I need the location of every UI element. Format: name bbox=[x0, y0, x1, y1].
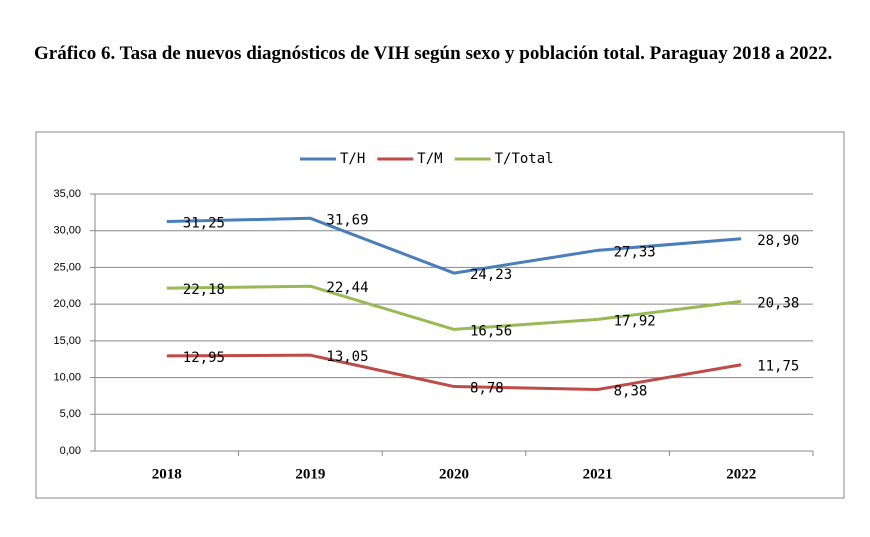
data-label: 22,18 bbox=[183, 282, 225, 298]
data-label: 16,56 bbox=[470, 323, 512, 339]
series-line bbox=[166, 353, 742, 391]
x-tick-label: 2018 bbox=[152, 466, 182, 482]
data-label: 24,23 bbox=[470, 267, 512, 283]
y-tick-label: 30,00 bbox=[53, 225, 81, 237]
y-tick-label: 35,00 bbox=[53, 188, 81, 200]
y-tick-label: 20,00 bbox=[53, 298, 81, 310]
data-label: 20,38 bbox=[757, 295, 799, 311]
y-tick-label: 15,00 bbox=[53, 335, 81, 347]
data-label: 28,90 bbox=[757, 233, 799, 249]
data-label: 31,69 bbox=[326, 212, 368, 228]
legend-label: T/H bbox=[340, 151, 365, 167]
data-label: 11,75 bbox=[757, 359, 799, 375]
x-tick-label: 2021 bbox=[583, 466, 613, 482]
data-label: 13,05 bbox=[326, 349, 368, 365]
data-label: 12,95 bbox=[183, 350, 225, 366]
x-tick-label: 2022 bbox=[726, 466, 756, 482]
data-label: 27,33 bbox=[614, 244, 656, 260]
data-label: 8,78 bbox=[470, 381, 504, 397]
series-line bbox=[166, 284, 742, 331]
chart-frame bbox=[35, 131, 845, 499]
legend-label: T/Total bbox=[495, 151, 554, 167]
y-tick-label: 25,00 bbox=[53, 261, 81, 273]
chart-title: Gráfico 6. Tasa de nuevos diagnósticos d… bbox=[34, 43, 833, 64]
data-label: 17,92 bbox=[614, 313, 656, 329]
series-line bbox=[166, 216, 742, 275]
legend-label: T/M bbox=[417, 151, 442, 167]
y-tick-label: 0,00 bbox=[60, 445, 81, 457]
y-tick-label: 10,00 bbox=[53, 371, 81, 383]
y-tick-label: 5,00 bbox=[60, 408, 81, 420]
data-label: 31,25 bbox=[183, 216, 225, 232]
x-tick-label: 2019 bbox=[295, 466, 325, 482]
x-tick-label: 2020 bbox=[439, 466, 469, 482]
data-label: 8,38 bbox=[614, 383, 648, 399]
data-label: 22,44 bbox=[326, 280, 368, 296]
